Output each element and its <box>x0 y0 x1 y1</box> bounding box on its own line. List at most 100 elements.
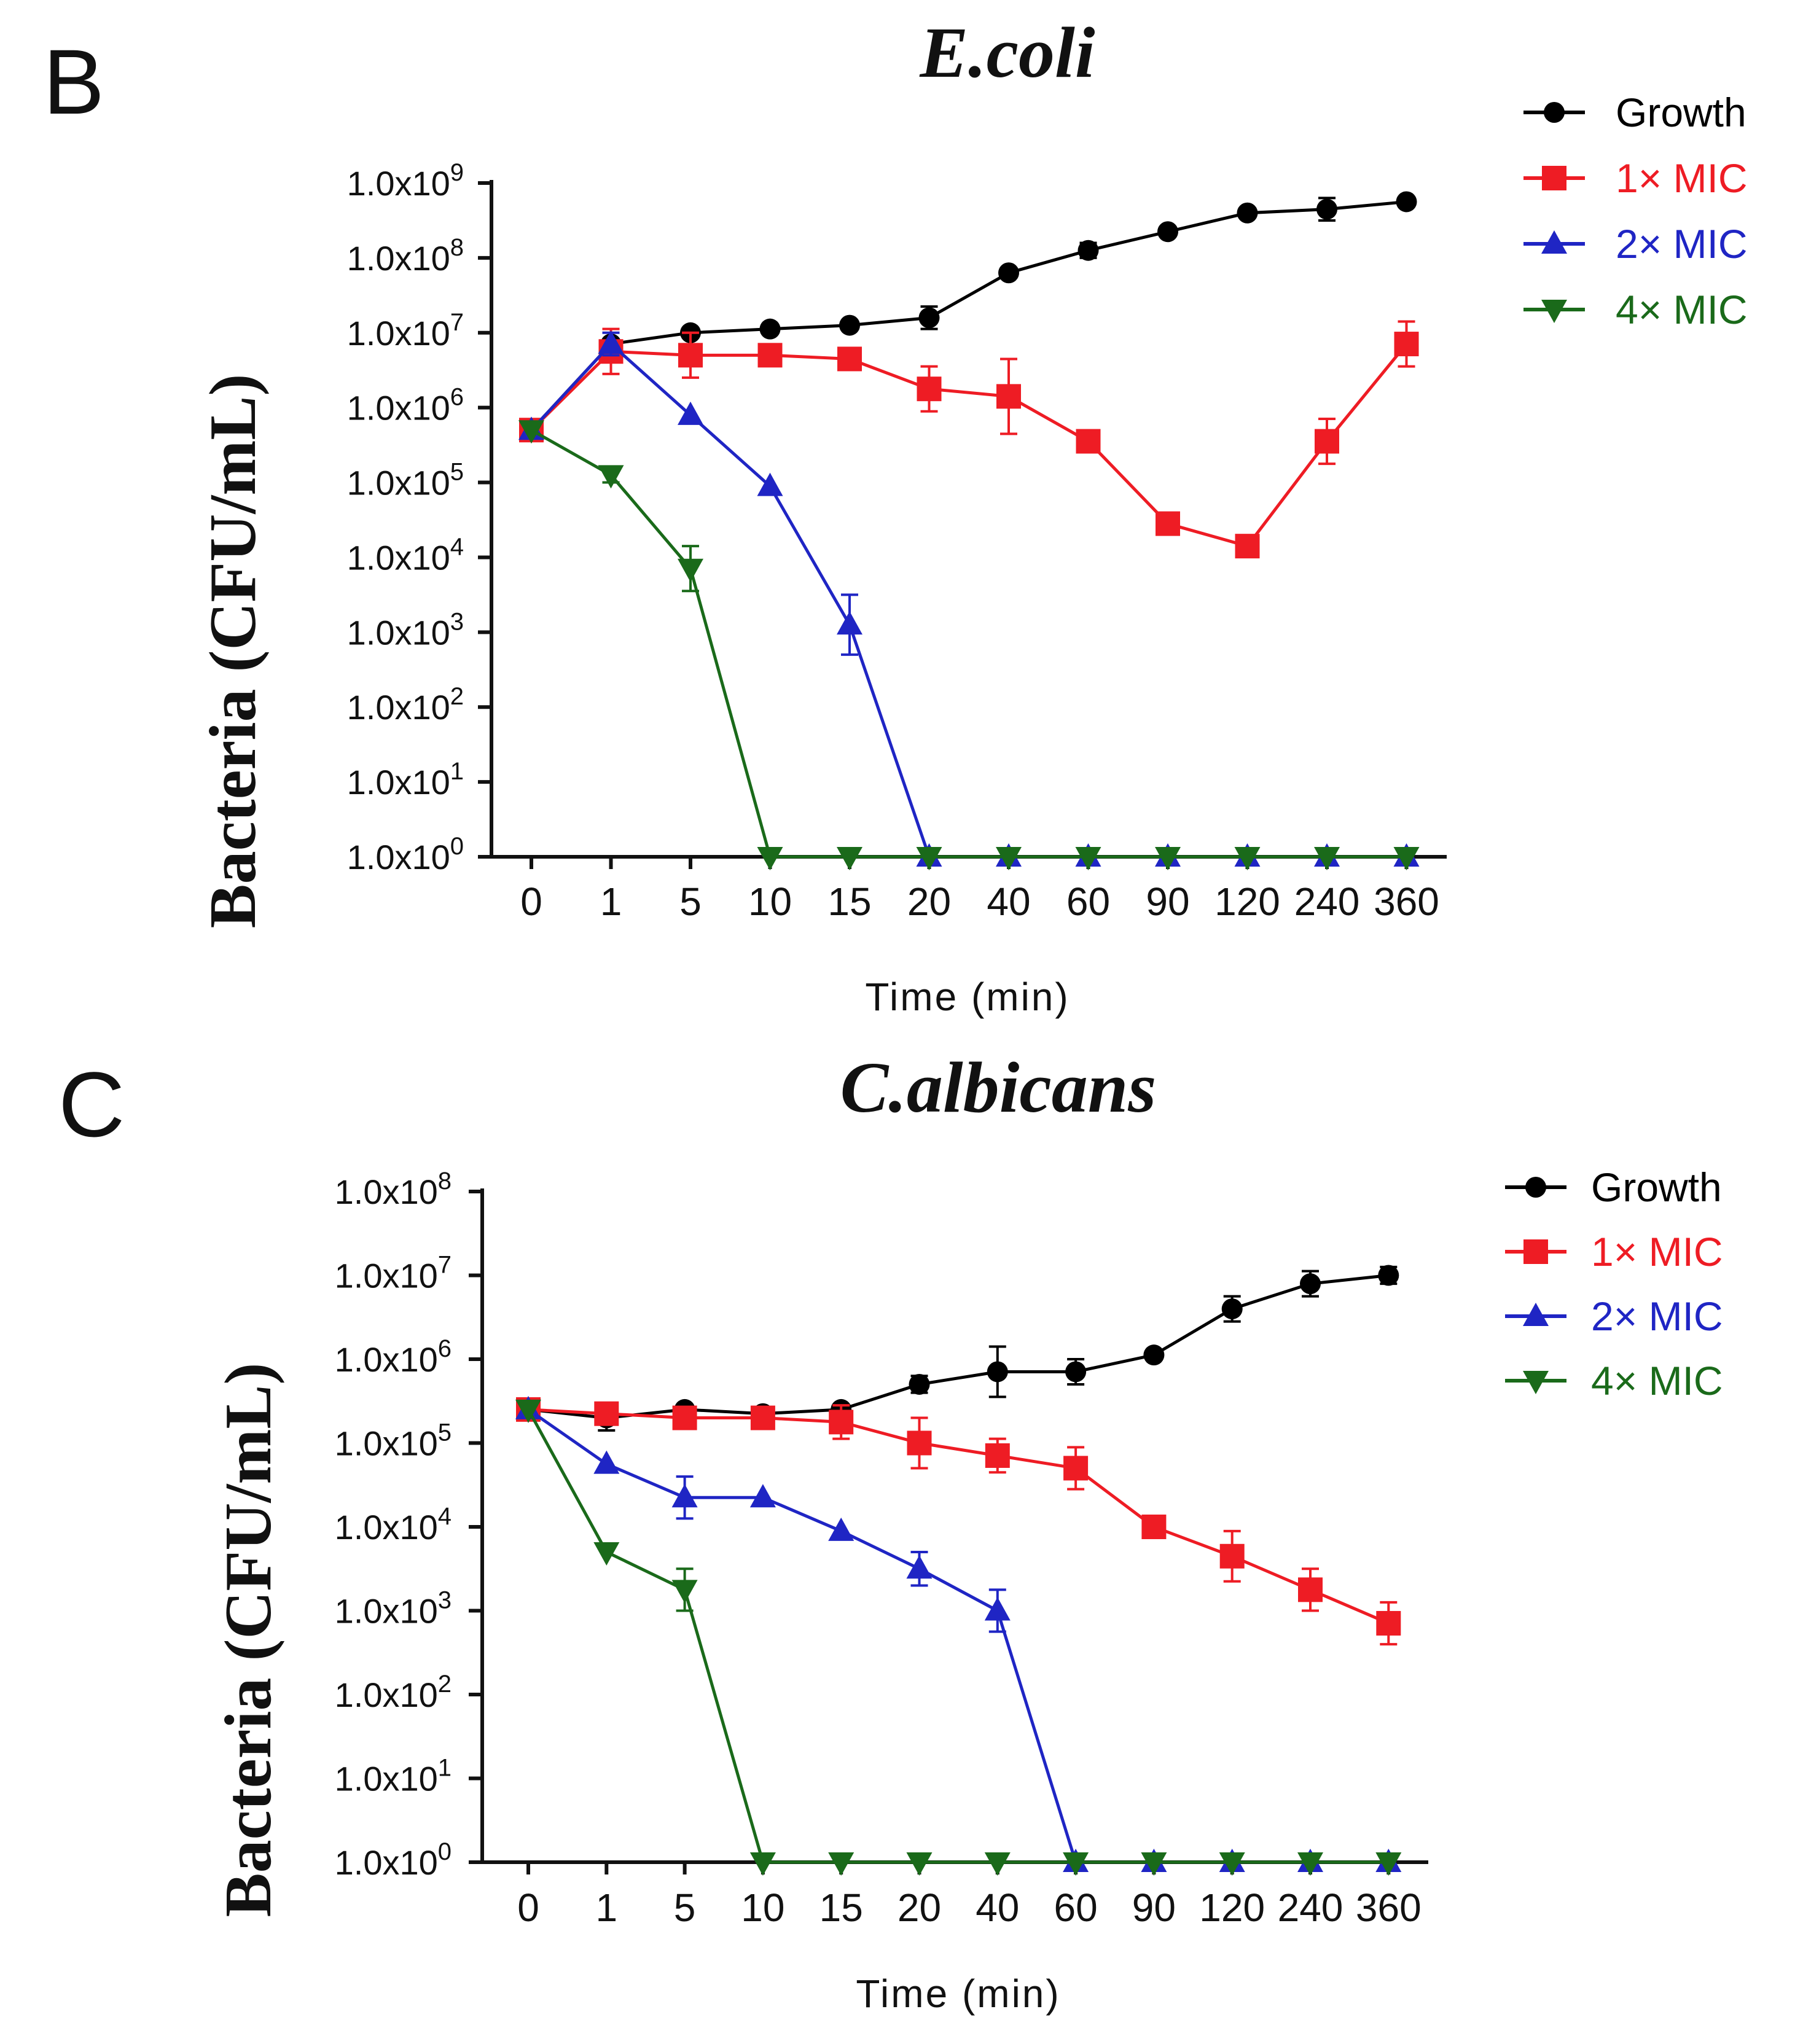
data-point <box>1378 1265 1399 1286</box>
series-4-mic <box>515 1399 1402 1876</box>
series-growth <box>521 191 1417 441</box>
data-point <box>1065 1361 1087 1383</box>
x-tick-label: 15 <box>827 880 871 924</box>
data-point <box>1155 847 1181 870</box>
y-tick-label: 1.0x104 <box>335 1503 452 1547</box>
data-point <box>837 346 862 372</box>
y-tick-exponent: 9 <box>450 159 464 186</box>
y-tick-exponent: 2 <box>438 1671 452 1698</box>
y-tick-label: 1.0x108 <box>347 234 464 278</box>
data-point <box>1300 1273 1321 1295</box>
y-tick-exponent: 8 <box>450 234 464 261</box>
data-point <box>837 847 862 870</box>
series-growth <box>518 1265 1399 1432</box>
data-point <box>828 1852 855 1876</box>
legend: Growth 1× MIC 2× MIC 4× MIC <box>1505 1164 1723 1403</box>
data-point <box>1235 534 1260 559</box>
series-line <box>528 1274 1389 1420</box>
data-point <box>598 330 624 354</box>
x-tick-label: 90 <box>1132 1886 1176 1930</box>
x-tick-label: 20 <box>898 1886 941 1930</box>
y-tick-exponent: 5 <box>450 459 464 486</box>
data-point <box>984 1597 1011 1621</box>
y-tick-label: 1.0x108 <box>335 1168 452 1211</box>
legend-label-4-mic: 4× MIC <box>1591 1358 1723 1403</box>
data-point <box>1143 1344 1165 1366</box>
y-tick-exponent: 5 <box>438 1419 452 1446</box>
data-point <box>593 1542 620 1566</box>
data-point <box>837 611 862 635</box>
y-tick-label: 1.0x103 <box>347 608 464 652</box>
x-tick-label: 10 <box>748 880 792 924</box>
x-axis-label: Time (min) <box>856 1972 1060 2016</box>
y-tick-label: 1.0x103 <box>335 1587 452 1631</box>
data-point <box>1075 847 1101 870</box>
legend-label-4-mic: 4× MIC <box>1616 287 1748 332</box>
y-tick-exponent: 8 <box>438 1168 452 1195</box>
data-point <box>518 420 544 444</box>
y-tick-label: 1.0x106 <box>335 1335 452 1379</box>
legend-marker-1-mic <box>1523 1239 1548 1264</box>
data-point <box>1376 1610 1401 1636</box>
data-point <box>987 1361 1008 1383</box>
x-tick-label: 60 <box>1054 1886 1098 1930</box>
data-point <box>1375 1852 1402 1876</box>
data-point <box>1314 847 1340 870</box>
data-point <box>598 465 624 489</box>
data-point <box>1316 198 1337 220</box>
data-point <box>984 1852 1011 1876</box>
x-tick-label: 0 <box>517 1886 539 1930</box>
data-point <box>1297 1852 1323 1876</box>
x-tick-label: 0 <box>520 880 542 924</box>
series-group <box>518 191 1420 870</box>
x-tick-label: 20 <box>907 880 951 924</box>
y-tick-exponent: 1 <box>450 758 464 785</box>
series-4-mic <box>518 420 1420 870</box>
data-point <box>998 262 1019 284</box>
data-point <box>1396 191 1417 213</box>
y-tick-label: 1.0x105 <box>335 1419 452 1463</box>
legend-marker-2-mic <box>1523 1303 1549 1326</box>
y-tick-label: 1.0x107 <box>347 309 464 353</box>
x-tick-labels: 0 1 5 10 15 20 40 60 90 120 240 360 <box>520 880 1439 924</box>
data-point <box>1077 240 1099 261</box>
data-point <box>996 847 1022 870</box>
series-line <box>530 341 1407 859</box>
data-point <box>1156 511 1180 536</box>
series-group <box>515 1265 1402 1876</box>
x-tick-label: 90 <box>1146 880 1189 924</box>
chart-title: C.albicans <box>840 1047 1157 1128</box>
legend: Growth 1× MIC 2× MIC 4× MIC <box>1523 90 1748 332</box>
y-tick-label: 1.0x101 <box>335 1755 452 1798</box>
series-1-mic <box>516 1397 1401 1646</box>
data-point <box>906 1852 933 1876</box>
legend-marker-2-mic <box>1541 230 1567 254</box>
data-point <box>672 1405 697 1430</box>
panel-letter: B <box>43 30 104 133</box>
x-tick-label: 40 <box>987 880 1030 924</box>
data-point <box>1141 1852 1167 1876</box>
y-axis-label: Bacteria (CFU/mL) <box>197 374 270 929</box>
x-tick-labels: 0 1 5 10 15 20 40 60 90 120 240 360 <box>517 1886 1421 1930</box>
data-point <box>678 401 703 425</box>
data-point <box>1219 1852 1245 1876</box>
x-tick-label: 60 <box>1066 880 1110 924</box>
data-point <box>749 1852 776 1876</box>
y-tick-exponent: 2 <box>450 683 464 710</box>
y-tick-exponent: 1 <box>438 1755 452 1782</box>
data-point <box>671 1484 698 1508</box>
panel-c: C C.albicans Bacteria (CFU/mL) Time (min… <box>58 1047 1723 2016</box>
series-2-mic <box>515 1395 1402 1872</box>
data-point <box>996 384 1021 409</box>
series-2-mic <box>518 330 1420 867</box>
legend-label-growth: Growth <box>1616 90 1746 135</box>
data-point <box>1141 1515 1167 1539</box>
data-point <box>1237 202 1258 224</box>
y-tick-labels: 1.0x100 1.0x101 1.0x102 1.0x103 1.0x104 1.0x1… <box>335 1168 452 1882</box>
y-tick-exponent: 7 <box>438 1252 452 1279</box>
x-tick-label: 10 <box>741 1886 784 1930</box>
series-line <box>530 343 1408 548</box>
y-tick-labels: 1.0x100 1.0x101 1.0x102 1.0x103 1.0x104 1.0x1… <box>347 159 464 876</box>
series-line <box>527 1408 1389 1864</box>
y-tick-label: 1.0x102 <box>335 1671 452 1714</box>
